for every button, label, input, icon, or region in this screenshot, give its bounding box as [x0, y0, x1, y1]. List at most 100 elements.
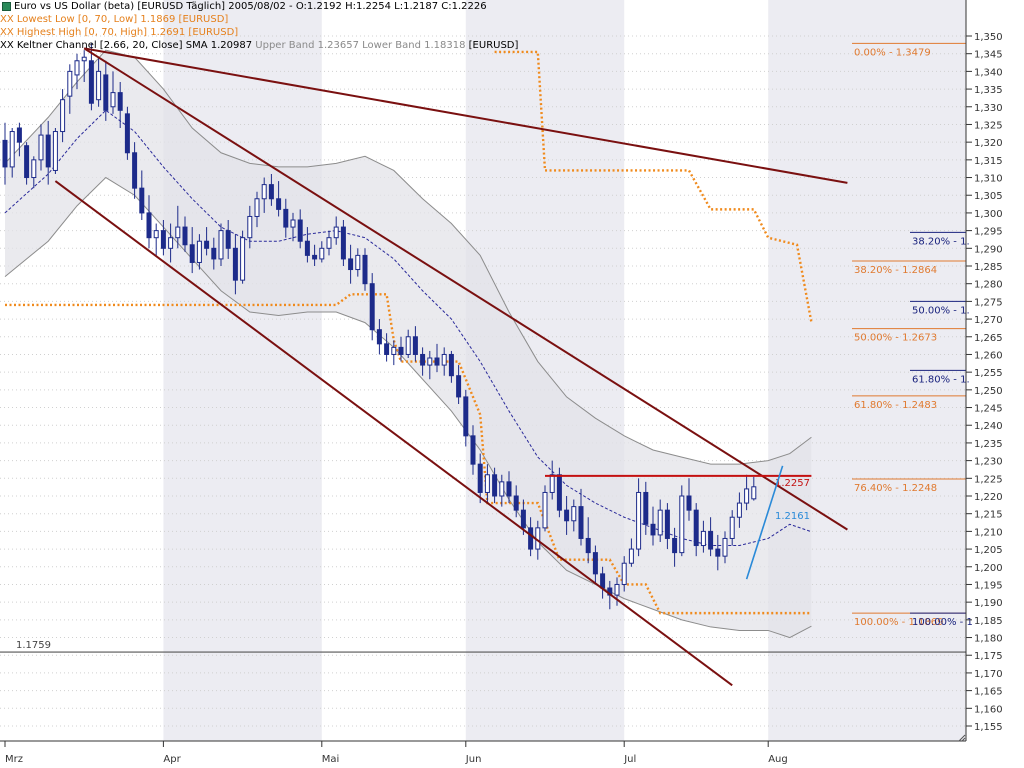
candle[interactable] [340, 220, 346, 266]
candle[interactable] [528, 517, 534, 557]
candle[interactable] [304, 227, 310, 263]
candle[interactable] [405, 329, 411, 358]
candle[interactable] [283, 198, 289, 238]
candle[interactable] [369, 273, 375, 341]
candle[interactable] [355, 248, 361, 277]
candle[interactable] [571, 499, 577, 532]
candle[interactable] [240, 230, 246, 284]
candle[interactable] [578, 488, 584, 546]
candle[interactable] [232, 234, 238, 295]
candle[interactable] [319, 241, 325, 263]
candle[interactable] [117, 82, 123, 128]
candle[interactable] [38, 124, 44, 171]
candle[interactable] [700, 520, 706, 553]
candle[interactable] [139, 170, 145, 220]
candle[interactable] [744, 474, 750, 511]
candle[interactable] [24, 142, 30, 185]
candle[interactable] [621, 556, 627, 592]
candle[interactable] [31, 156, 37, 189]
candle[interactable] [9, 128, 15, 178]
candle[interactable] [420, 347, 426, 376]
candle[interactable] [729, 510, 735, 546]
price-axis[interactable]: 1,155 1,160 1,165 1,170 1,175 1,180 1,185 1,190… [965, 0, 1003, 741]
candle[interactable] [153, 223, 159, 256]
candle[interactable] [362, 248, 368, 291]
candle[interactable] [434, 343, 440, 373]
candle[interactable] [664, 503, 670, 550]
candle[interactable] [160, 220, 166, 256]
candle[interactable] [261, 177, 267, 213]
candle[interactable] [564, 496, 570, 535]
candle[interactable] [499, 474, 505, 507]
candle[interactable] [672, 527, 678, 567]
candle[interactable] [506, 471, 512, 504]
candlesticks[interactable] [2, 43, 757, 610]
candle[interactable] [549, 460, 555, 500]
candle[interactable] [276, 181, 282, 217]
candle[interactable] [218, 223, 224, 266]
candle[interactable] [96, 57, 102, 107]
candle[interactable] [679, 485, 685, 557]
candle[interactable] [168, 223, 174, 263]
candle[interactable] [441, 347, 447, 376]
candle[interactable] [628, 538, 634, 567]
candle[interactable] [132, 142, 138, 199]
candle[interactable] [614, 577, 620, 606]
candle[interactable] [268, 174, 274, 206]
channel-top-line[interactable] [83, 47, 848, 531]
candle[interactable] [513, 485, 519, 518]
candle[interactable] [81, 50, 87, 82]
candle[interactable] [708, 517, 714, 557]
candle[interactable] [686, 478, 692, 521]
candle[interactable] [146, 195, 152, 249]
time-axis[interactable]: Mrz Apr Mai Jun Jul Aug [0, 740, 966, 765]
candle[interactable] [312, 244, 318, 266]
candle[interactable] [448, 350, 454, 383]
candle[interactable] [484, 464, 490, 504]
candle[interactable] [204, 227, 210, 256]
resize-grip-icon[interactable] [958, 734, 966, 742]
candle[interactable] [182, 216, 188, 252]
candle[interactable] [384, 333, 390, 362]
candle[interactable] [67, 64, 73, 114]
candle[interactable] [189, 227, 195, 274]
candle[interactable] [297, 209, 303, 249]
steep-support-line[interactable] [745, 465, 784, 580]
candle[interactable] [88, 43, 94, 111]
candle[interactable] [52, 128, 58, 174]
candle[interactable] [175, 205, 181, 249]
candle[interactable] [585, 517, 591, 564]
candle[interactable] [391, 340, 397, 366]
candle[interactable] [427, 350, 433, 380]
candle[interactable] [60, 89, 66, 143]
candle[interactable] [290, 212, 296, 242]
candle[interactable] [470, 425, 476, 475]
candle[interactable] [412, 326, 418, 362]
candle[interactable] [247, 205, 253, 249]
candle[interactable] [103, 60, 109, 121]
candle[interactable] [225, 220, 231, 259]
candle[interactable] [124, 106, 130, 160]
candle[interactable] [348, 244, 354, 284]
candle[interactable] [736, 492, 742, 528]
candle[interactable] [477, 453, 483, 504]
candle[interactable] [2, 122, 8, 185]
candle[interactable] [45, 120, 51, 185]
candle[interactable] [636, 478, 642, 557]
candle[interactable] [751, 476, 757, 501]
trendlines[interactable]: 1.2257 1.2161 [54, 47, 848, 687]
candle[interactable] [463, 389, 469, 447]
candle[interactable] [715, 534, 721, 571]
candle[interactable] [693, 503, 699, 557]
channel-bottom-line[interactable] [54, 180, 733, 687]
candle[interactable] [492, 467, 498, 504]
candle[interactable] [110, 71, 116, 114]
candle[interactable] [196, 234, 202, 270]
candle[interactable] [650, 506, 656, 546]
candle[interactable] [592, 545, 598, 585]
candle[interactable] [456, 365, 462, 404]
candle[interactable] [398, 336, 404, 362]
candle[interactable] [16, 122, 22, 157]
candle[interactable] [542, 485, 548, 532]
